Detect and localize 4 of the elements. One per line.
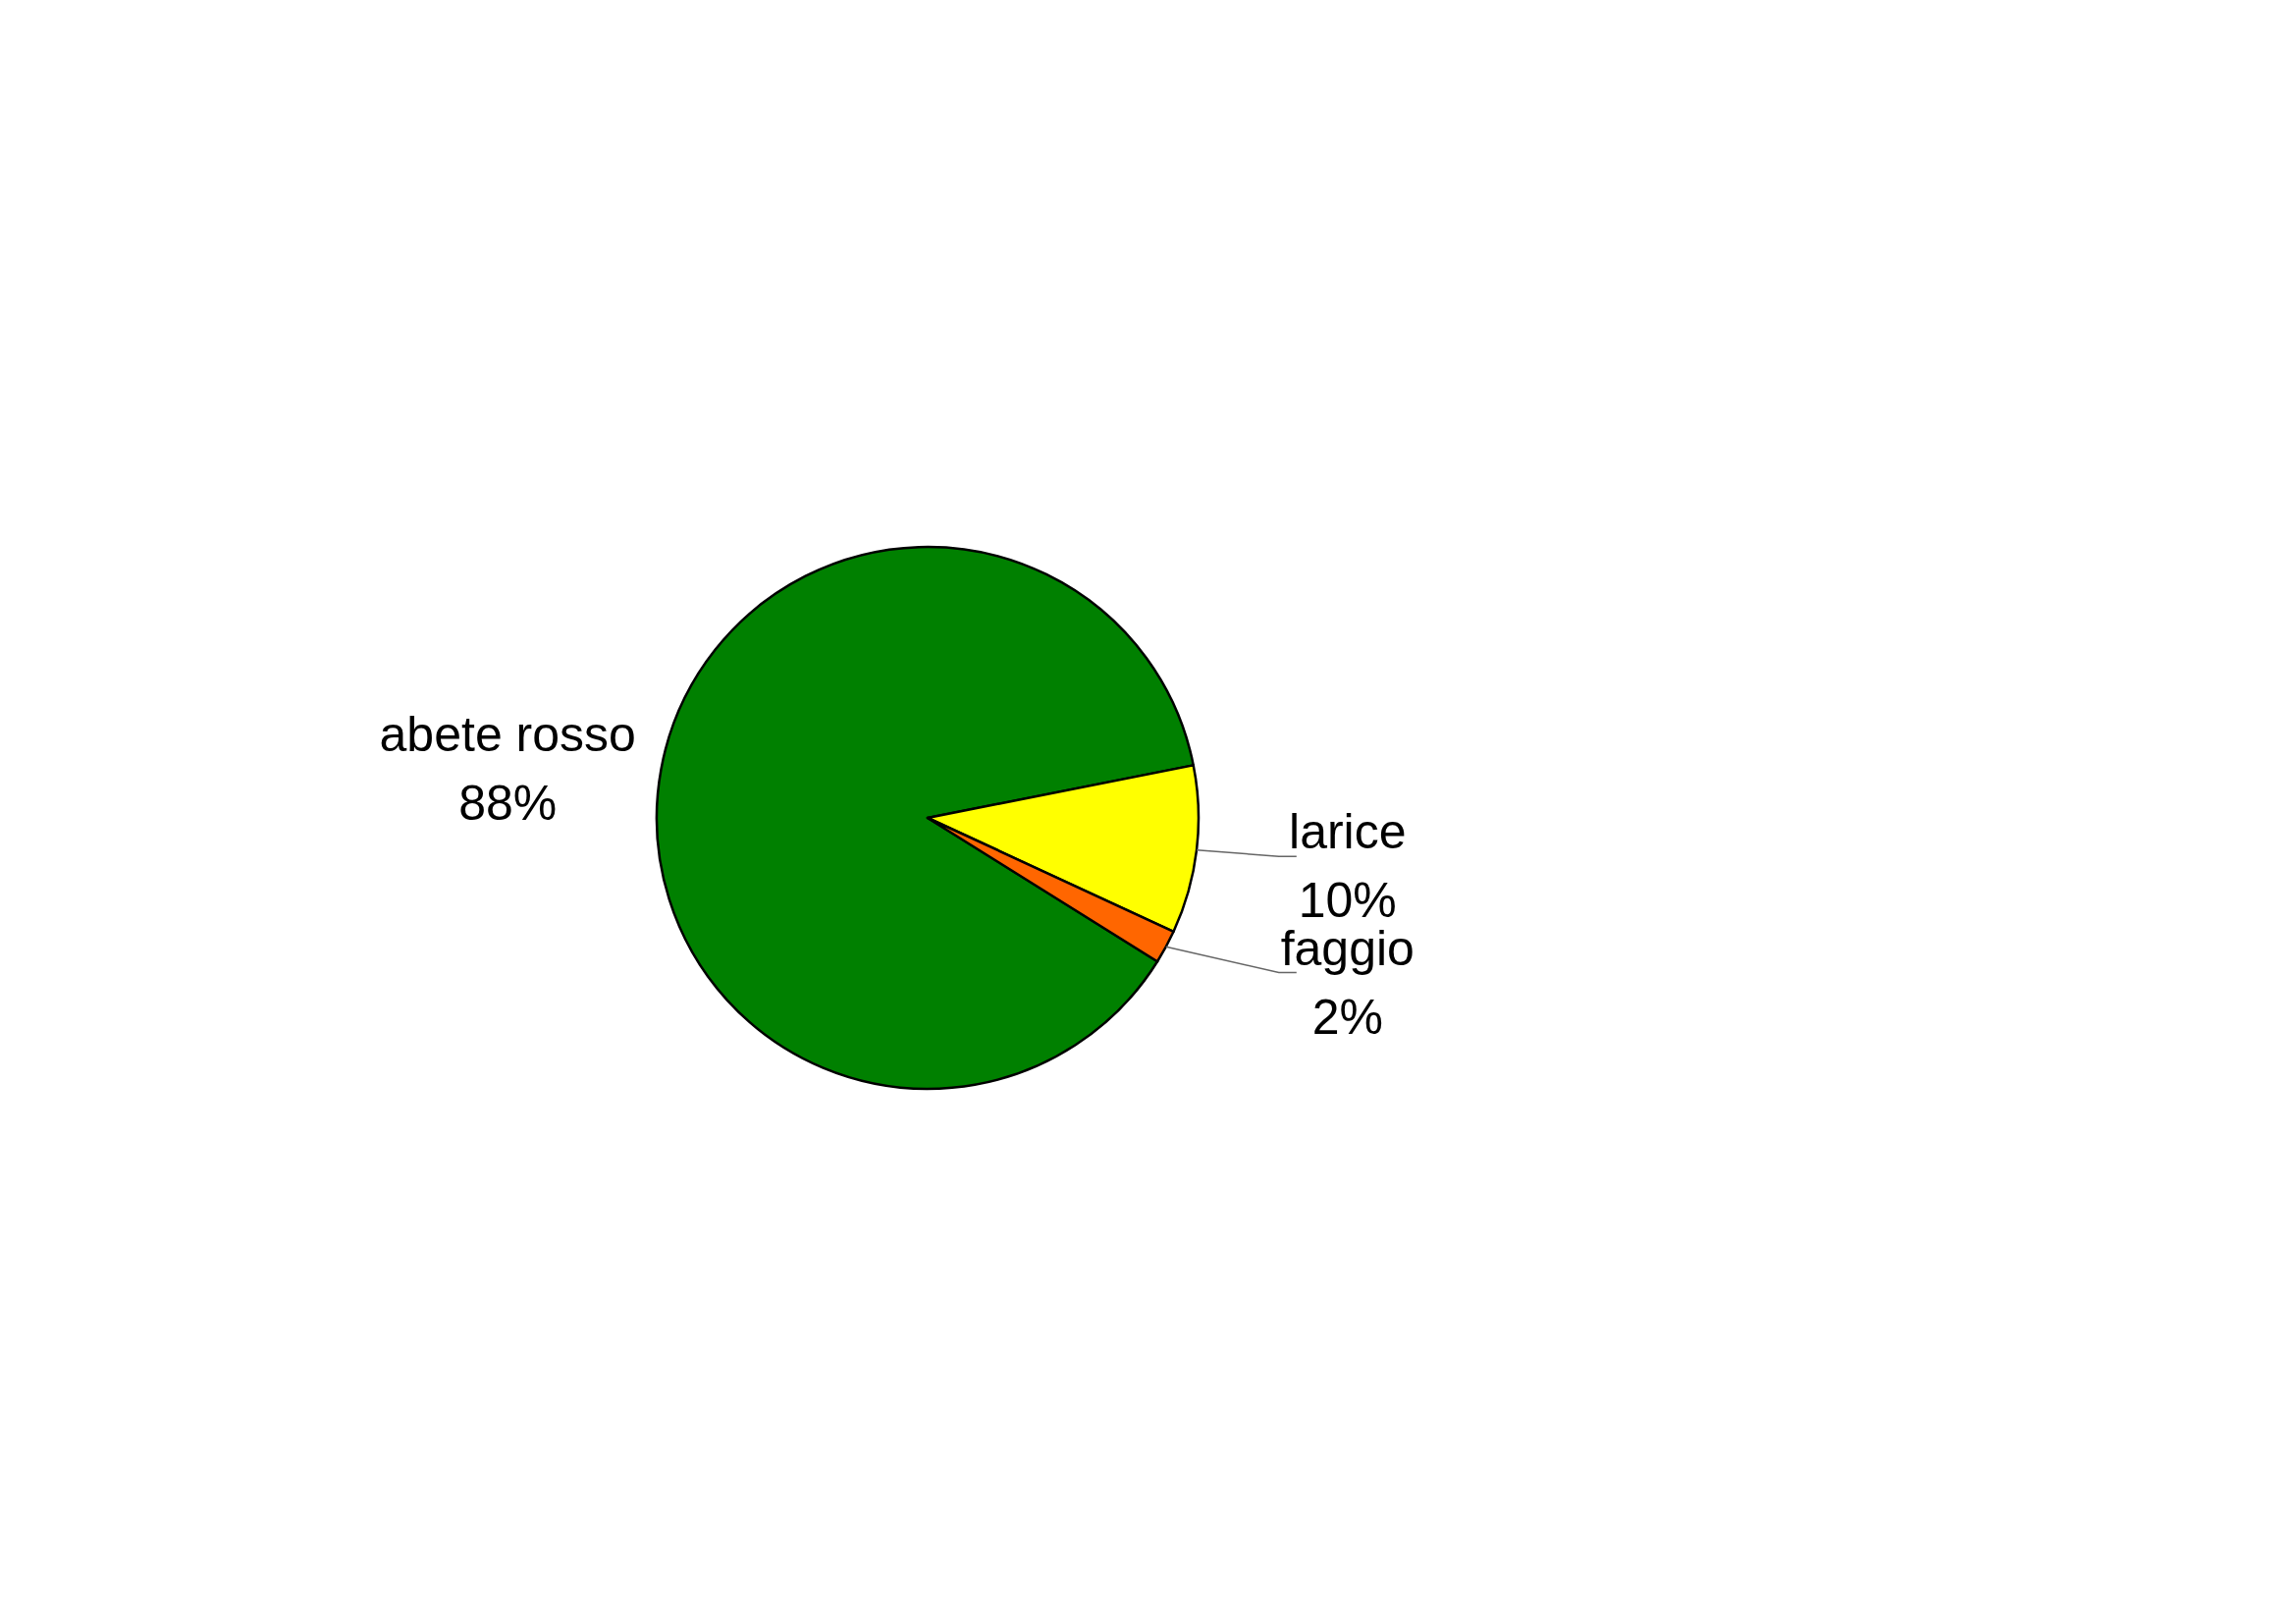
slice-label: larice [1289, 804, 1407, 860]
slice-label: abete rosso [379, 707, 636, 763]
data-label: 88% [458, 776, 558, 832]
data-label: 2% [1311, 989, 1383, 1045]
